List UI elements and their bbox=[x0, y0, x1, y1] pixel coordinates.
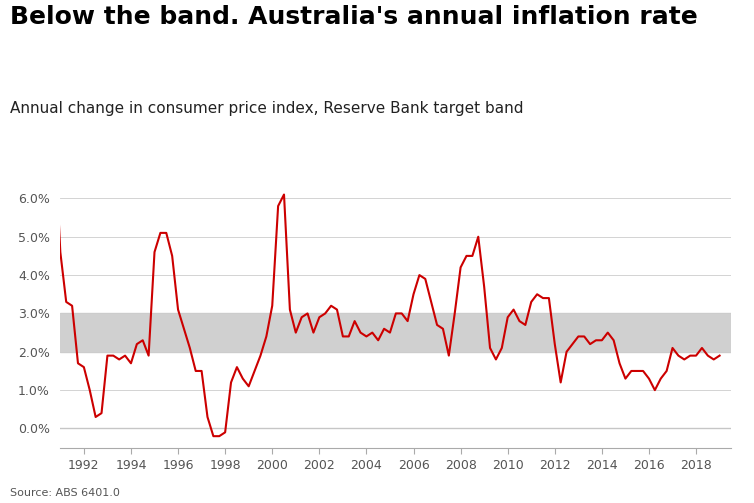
Text: Annual change in consumer price index, Reserve Bank target band: Annual change in consumer price index, R… bbox=[10, 101, 523, 116]
Text: Below the band. Australia's annual inflation rate: Below the band. Australia's annual infla… bbox=[10, 5, 697, 29]
Bar bbox=[60, 313, 731, 352]
Text: Source: ABS 6401.0: Source: ABS 6401.0 bbox=[10, 488, 120, 498]
